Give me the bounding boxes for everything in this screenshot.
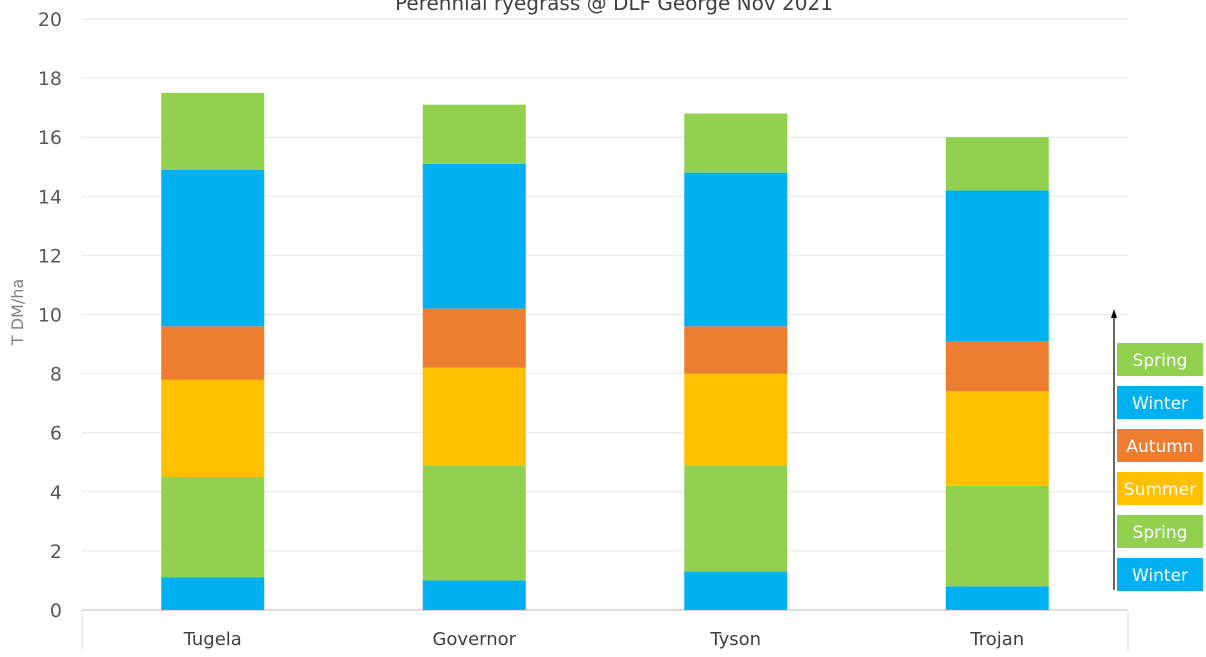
legend-swatch-spring <box>1117 343 1203 376</box>
x-tick-labels: Tugela Governor Tyson Trojan <box>183 629 1025 650</box>
bars <box>161 92 1049 610</box>
legend-swatch-winter <box>1117 558 1203 591</box>
legend-label: Autumn <box>1126 437 1193 457</box>
x-tick-label: Tugela <box>183 629 242 650</box>
y-tick-label: 6 <box>50 423 62 445</box>
bar-segment-spring <box>945 485 1049 587</box>
bar-segment-spring <box>684 465 788 572</box>
bar-segment-winter <box>161 169 265 327</box>
y-tick-label: 4 <box>50 482 62 504</box>
bar-segment-winter <box>945 190 1049 342</box>
bar-segment-autumn <box>422 308 526 368</box>
bar-segment-winter <box>422 580 526 610</box>
legend-swatch-autumn <box>1117 429 1203 462</box>
x-tick-label: Tyson <box>709 629 761 650</box>
legend-swatch-winter <box>1117 386 1203 419</box>
y-axis-label: T DM/ha <box>8 279 27 346</box>
legend-arrow-head <box>1111 309 1117 318</box>
bar-segment-spring <box>161 92 265 170</box>
legend-label: Spring <box>1133 523 1188 543</box>
legend-label: Spring <box>1133 351 1188 371</box>
bar-segment-summer <box>161 379 265 478</box>
legend-label: Winter <box>1132 394 1188 414</box>
y-tick-label: 10 <box>38 305 62 327</box>
x-tick-label: Governor <box>432 629 516 650</box>
legend-label: Winter <box>1132 566 1188 586</box>
bar-segment-spring <box>684 113 788 173</box>
y-tick-label: 20 <box>38 9 62 31</box>
bar-segment-winter <box>684 571 788 610</box>
y-tick-label: 0 <box>50 600 62 622</box>
chart-title: Perennial ryegrass @ DLF George Nov 2021 <box>395 0 833 15</box>
bar-segment-spring <box>945 137 1049 191</box>
y-tick-label: 2 <box>50 541 62 563</box>
y-tick-label: 12 <box>38 245 62 267</box>
bar-segment-spring <box>161 477 265 578</box>
legend-label: Summer <box>1124 480 1196 500</box>
y-tick-label: 8 <box>50 364 62 386</box>
bar-segment-summer <box>945 391 1049 486</box>
bar-segment-spring <box>422 465 526 581</box>
bar-segment-winter <box>422 163 526 309</box>
bar-segment-winter <box>161 577 265 610</box>
bar-segment-winter <box>684 172 788 327</box>
bar-segment-winter <box>945 586 1049 610</box>
bar-segment-autumn <box>945 341 1049 392</box>
bar-segment-autumn <box>684 326 788 374</box>
bar-segment-summer <box>684 373 788 466</box>
y-tick-label: 16 <box>38 127 62 149</box>
legend-swatch-summer <box>1117 472 1203 505</box>
y-tick-label: 18 <box>38 68 62 90</box>
legend: Spring Winter Autumn Summer Spring Winter <box>1111 309 1203 591</box>
bar-segment-summer <box>422 367 526 466</box>
y-tick-label: 14 <box>38 186 62 208</box>
y-tick-labels: 0 2 4 6 8 10 12 14 16 18 20 <box>38 9 62 622</box>
legend-swatch-spring <box>1117 515 1203 548</box>
x-tick-label: Trojan <box>969 629 1024 650</box>
bar-segment-spring <box>422 104 526 164</box>
bar-segment-autumn <box>161 326 265 380</box>
